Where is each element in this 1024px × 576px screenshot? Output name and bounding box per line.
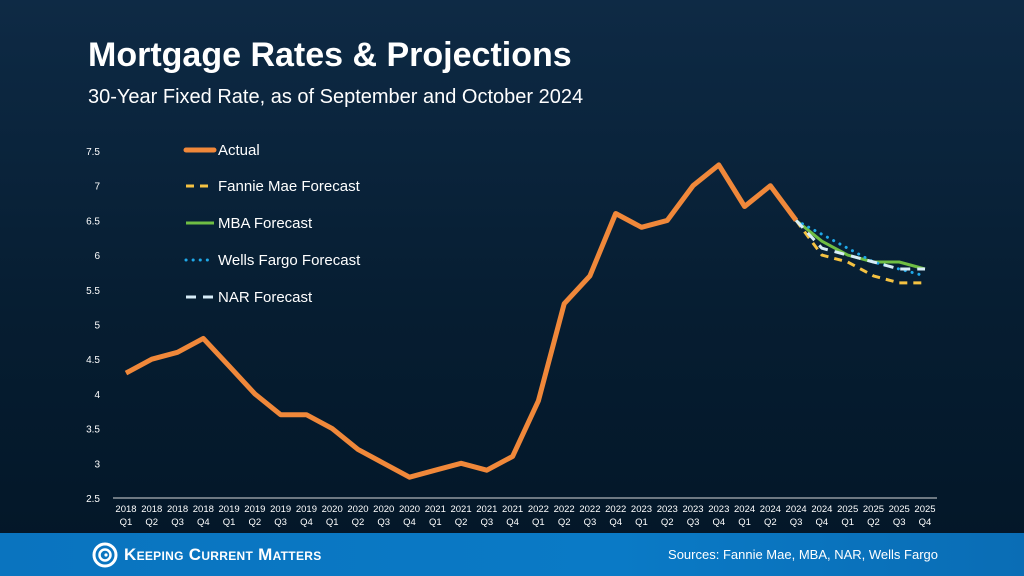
x-tick-year: 2022 xyxy=(579,504,600,515)
brand-name: Keeping Current Matters xyxy=(124,545,322,564)
x-tick-year: 2018 xyxy=(193,504,214,515)
x-tick-year: 2023 xyxy=(708,504,729,515)
x-tick-quarter: Q1 xyxy=(120,517,133,528)
x-tick-quarter: Q1 xyxy=(532,517,545,528)
x-tick-year: 2021 xyxy=(502,504,523,515)
x-tick-year: 2025 xyxy=(863,504,884,515)
x-tick-year: 2020 xyxy=(399,504,420,515)
y-tick-label: 4 xyxy=(94,390,100,401)
x-tick-year: 2024 xyxy=(760,504,781,515)
x-tick-year: 2019 xyxy=(270,504,291,515)
y-tick-label: 6 xyxy=(94,251,100,262)
footer-bar: Keeping Current Matters Sources: Fannie … xyxy=(0,533,1024,576)
y-tick-label: 2.5 xyxy=(86,494,100,505)
x-tick-quarter: Q2 xyxy=(455,517,468,528)
series-line-actual xyxy=(124,162,799,480)
x-tick-year: 2022 xyxy=(528,504,549,515)
x-tick-year: 2022 xyxy=(554,504,575,515)
x-tick-year: 2023 xyxy=(631,504,652,515)
x-tick-quarter: Q2 xyxy=(558,517,571,528)
x-tick-year: 2022 xyxy=(605,504,626,515)
legend-label: NAR Forecast xyxy=(218,289,313,306)
x-tick-year: 2021 xyxy=(450,504,471,515)
x-tick-quarter: Q1 xyxy=(429,517,442,528)
x-tick-quarter: Q1 xyxy=(223,517,236,528)
x-tick-year: 2019 xyxy=(296,504,317,515)
x-tick-quarter: Q4 xyxy=(300,517,313,528)
sources-note: Sources: Fannie Mae, MBA, NAR, Wells Far… xyxy=(668,547,938,562)
x-tick-quarter: Q3 xyxy=(274,517,287,528)
y-tick-label: 4.5 xyxy=(86,355,100,366)
x-tick-quarter: Q4 xyxy=(197,517,210,528)
x-tick-year: 2018 xyxy=(115,504,136,515)
x-tick-quarter: Q3 xyxy=(893,517,906,528)
legend-label: Fannie Mae Forecast xyxy=(218,178,361,195)
x-tick-year: 2023 xyxy=(682,504,703,515)
x-tick-year: 2019 xyxy=(244,504,265,515)
x-tick-quarter: Q3 xyxy=(584,517,597,528)
x-tick-quarter: Q4 xyxy=(712,517,725,528)
x-tick-year: 2024 xyxy=(811,504,832,515)
x-tick-quarter: Q4 xyxy=(506,517,519,528)
x-tick-quarter: Q2 xyxy=(764,517,777,528)
x-tick-quarter: Q4 xyxy=(919,517,932,528)
x-tick-year: 2020 xyxy=(322,504,343,515)
x-tick-year: 2025 xyxy=(837,504,858,515)
x-tick-quarter: Q3 xyxy=(790,517,803,528)
x-tick-quarter: Q2 xyxy=(145,517,158,528)
x-tick-quarter: Q2 xyxy=(352,517,365,528)
y-tick-label: 3 xyxy=(94,459,100,470)
x-tick-quarter: Q1 xyxy=(841,517,854,528)
brand-logo: Keeping Current Matters xyxy=(92,542,322,568)
x-tick-year: 2020 xyxy=(373,504,394,515)
legend-label: Wells Fargo Forecast xyxy=(218,252,361,269)
y-tick-label: 7.5 xyxy=(86,147,100,158)
chart-title: Mortgage Rates & Projections xyxy=(88,36,572,74)
x-tick-quarter: Q4 xyxy=(609,517,622,528)
x-tick-year: 2023 xyxy=(657,504,678,515)
x-tick-year: 2025 xyxy=(914,504,935,515)
swirl-logo-icon xyxy=(92,542,118,568)
series-line-nar-forecast xyxy=(795,219,925,271)
x-tick-quarter: Q1 xyxy=(326,517,339,528)
x-tick-quarter: Q3 xyxy=(480,517,493,528)
legend-label: Actual xyxy=(218,142,260,159)
legend-label: MBA Forecast xyxy=(218,215,313,232)
x-tick-year: 2020 xyxy=(347,504,368,515)
line-chart: 2.5 3 3.5 4 4.5 5 5.5 6 6.5 7 7.5 2018 Q1 2018 Q2 2018 Q… xyxy=(86,142,937,528)
y-tick-label: 3.5 xyxy=(86,425,100,436)
x-tick-year: 2021 xyxy=(476,504,497,515)
x-tick-quarter: Q3 xyxy=(377,517,390,528)
x-tick-year: 2024 xyxy=(734,504,755,515)
y-tick-label: 7 xyxy=(94,182,100,193)
x-tick-quarter: Q1 xyxy=(635,517,648,528)
x-tick-quarter: Q3 xyxy=(687,517,700,528)
x-tick-year: 2024 xyxy=(786,504,807,515)
x-tick-year: 2018 xyxy=(167,504,188,515)
y-tick-label: 5 xyxy=(94,321,100,332)
x-tick-year: 2021 xyxy=(425,504,446,515)
y-tick-label: 5.5 xyxy=(86,286,100,297)
x-tick-year: 2019 xyxy=(219,504,240,515)
x-tick-quarter: Q4 xyxy=(403,517,416,528)
x-tick-quarter: Q2 xyxy=(867,517,880,528)
x-tick-quarter: Q1 xyxy=(738,517,751,528)
x-tick-quarter: Q2 xyxy=(249,517,262,528)
x-tick-year: 2025 xyxy=(889,504,910,515)
chart-subtitle: 30-Year Fixed Rate, as of September and … xyxy=(88,86,584,108)
x-tick-quarter: Q3 xyxy=(171,517,184,528)
x-tick-year: 2018 xyxy=(141,504,162,515)
x-tick-quarter: Q4 xyxy=(816,517,829,528)
series-line-fannie-mae-forecast xyxy=(794,219,925,285)
y-tick-label: 6.5 xyxy=(86,216,100,227)
x-tick-quarter: Q2 xyxy=(661,517,674,528)
